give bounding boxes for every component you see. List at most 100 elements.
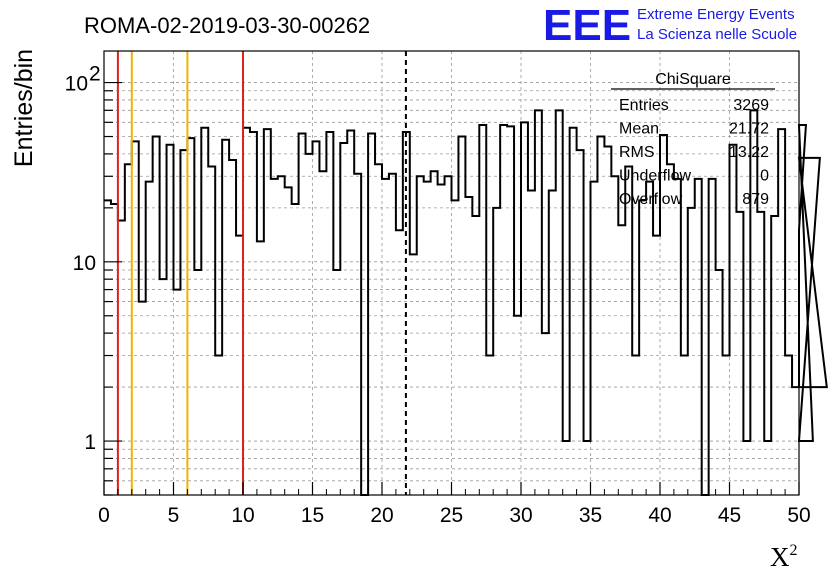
histogram-bin	[389, 174, 396, 495]
histogram-bin	[639, 200, 646, 495]
histogram-bin	[160, 279, 167, 495]
histogram-bin	[243, 128, 250, 495]
logo-line-2: La Scienza nelle Scuole	[637, 26, 797, 43]
histogram-bin	[792, 387, 799, 495]
histogram-outline	[104, 109, 828, 496]
histogram-bin	[736, 212, 743, 495]
histogram-bin	[452, 200, 459, 495]
histogram-bin	[445, 176, 452, 495]
histogram-bin	[306, 154, 313, 495]
histogram-bin	[507, 126, 514, 495]
histogram-bin	[438, 184, 445, 495]
eee-logo-mark: EEE	[543, 1, 631, 50]
histogram-bin	[257, 241, 264, 495]
histogram-bin	[646, 182, 653, 495]
histogram-bin	[667, 164, 674, 495]
histogram-bin	[514, 316, 521, 495]
cut-lines	[116, 51, 407, 495]
histogram-bin	[153, 137, 160, 495]
histogram-bin	[730, 145, 737, 495]
histogram-bin	[417, 176, 424, 495]
histogram-bin	[264, 129, 271, 495]
histogram-bin	[625, 167, 632, 495]
y-tick-label: 1	[84, 431, 96, 454]
histogram-bin	[229, 160, 236, 495]
stats-title: ChiSquare	[655, 71, 731, 88]
histogram-bin	[396, 230, 403, 495]
histogram-bin	[743, 441, 750, 495]
histogram-bin	[250, 132, 257, 495]
histogram-bin	[146, 182, 153, 495]
histogram-bin	[208, 167, 215, 495]
histogram-bin	[632, 356, 639, 495]
histogram-bin	[354, 174, 361, 495]
histogram-bin	[132, 141, 139, 495]
histogram-bin	[313, 141, 320, 495]
histogram-bin	[201, 128, 208, 495]
histogram-bin	[194, 270, 201, 495]
histogram-bin	[333, 270, 340, 495]
stats-row-label: Mean	[619, 121, 659, 138]
histogram-bin	[563, 441, 570, 495]
histogram-bin	[368, 133, 375, 495]
histogram-bin	[521, 122, 528, 495]
histogram-bin	[111, 204, 118, 495]
histogram-bin	[723, 356, 730, 495]
histogram-bin	[215, 356, 222, 495]
histogram-bin	[681, 356, 688, 495]
x-axis-label: X2	[770, 542, 798, 572]
histogram-bin	[104, 200, 111, 495]
stats-row-value: 21.72	[729, 121, 769, 138]
x-tick-label: 35	[579, 504, 602, 527]
histogram-bin	[271, 179, 278, 495]
stats-row-value: 0	[760, 168, 769, 185]
histogram-bin	[486, 356, 493, 495]
histogram-bin	[688, 208, 695, 495]
stats-row-label: Underflow	[619, 168, 691, 185]
histogram-bin	[299, 133, 306, 495]
histogram-bin	[347, 131, 354, 495]
histogram-bin	[591, 182, 598, 495]
histogram-bin	[618, 225, 625, 495]
logo-line-1: Extreme Energy Events	[637, 6, 795, 23]
stats-row-label: Overflow	[619, 191, 683, 208]
histogram-bin	[785, 356, 792, 495]
x-tick-label: 50	[787, 504, 810, 527]
histogram-bin	[472, 216, 479, 495]
histogram-bin	[340, 143, 347, 495]
histogram-bin	[528, 190, 535, 495]
histogram-bin	[375, 164, 382, 495]
chart-title: ROMA-02-2019-03-30-00262	[84, 13, 370, 38]
histogram-bin	[236, 236, 243, 495]
stats-row-label: RMS	[619, 144, 655, 161]
histogram-bin	[326, 132, 333, 495]
stats-row-value: 879	[742, 191, 769, 208]
histogram-bin	[292, 204, 299, 495]
histogram-bin	[382, 179, 389, 495]
eee-logo: EEE Extreme Energy Events La Scienza nel…	[543, 1, 797, 50]
x-tick-label: 5	[168, 504, 180, 527]
histogram-bin	[500, 125, 507, 495]
histogram-bin	[556, 110, 563, 495]
histogram-bin	[695, 179, 702, 495]
x-tick-label: 20	[370, 504, 393, 527]
histogram-bin	[167, 145, 174, 495]
histogram-bin	[431, 171, 438, 495]
histogram-bin	[716, 270, 723, 495]
x-tick-label: 0	[98, 504, 110, 527]
x-tick-label: 30	[509, 504, 532, 527]
histogram-bin	[410, 254, 417, 495]
histogram-bin	[285, 187, 292, 495]
histogram-bin	[139, 302, 146, 495]
histogram-bin	[125, 164, 132, 495]
stats-row-label: Entries	[619, 97, 669, 114]
x-tick-label: 10	[231, 504, 254, 527]
histogram-bin	[458, 137, 465, 495]
histogram-bin	[577, 150, 584, 495]
histogram-bin	[709, 179, 716, 495]
histogram-bin	[570, 128, 577, 495]
histogram-bin	[597, 137, 604, 495]
histogram-bin	[778, 129, 785, 495]
histogram-bin	[549, 190, 556, 495]
